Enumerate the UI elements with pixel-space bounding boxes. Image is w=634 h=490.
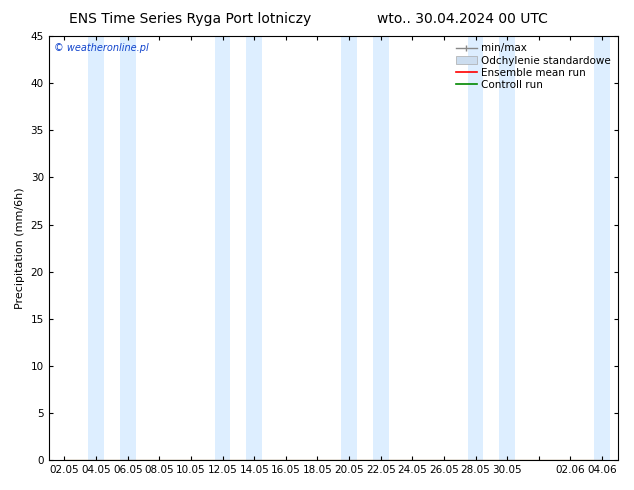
Bar [468, 36, 484, 460]
Text: © weatheronline.pl: © weatheronline.pl [55, 43, 149, 52]
Legend: min/max, Odchylenie standardowe, Ensemble mean run, Controll run: min/max, Odchylenie standardowe, Ensembl… [454, 41, 612, 92]
Bar [594, 36, 610, 460]
Text: ENS Time Series Ryga Port lotniczy: ENS Time Series Ryga Port lotniczy [69, 12, 311, 26]
Bar [373, 36, 389, 460]
Bar [341, 36, 357, 460]
Text: wto.. 30.04.2024 00 UTC: wto.. 30.04.2024 00 UTC [377, 12, 548, 26]
Bar [88, 36, 104, 460]
Bar [594, 36, 610, 460]
Bar [215, 36, 231, 460]
Bar [246, 36, 262, 460]
Y-axis label: Precipitation (mm/6h): Precipitation (mm/6h) [15, 187, 25, 309]
Bar [120, 36, 136, 460]
Bar [499, 36, 515, 460]
